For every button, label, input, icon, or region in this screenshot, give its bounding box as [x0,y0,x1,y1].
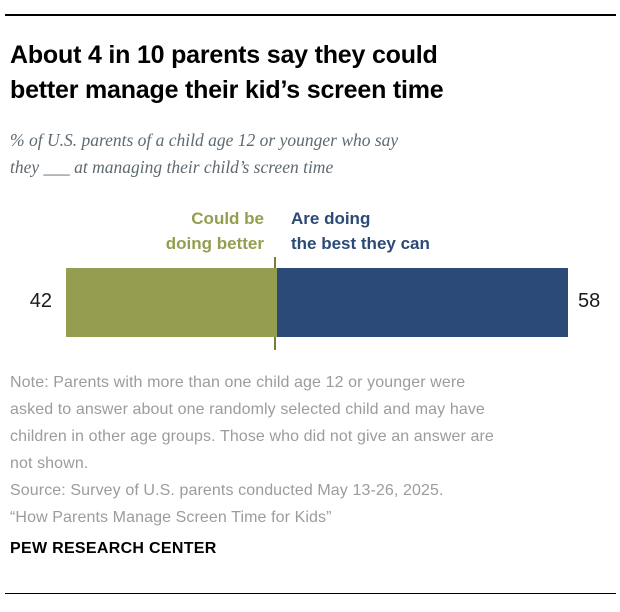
report-title-line: “How Parents Manage Screen Time for Kids… [10,509,332,526]
note-line: children in other age groups. Those who … [10,428,494,445]
bar-segment-are-doing-best-they-can [276,268,568,337]
top-divider-line [5,14,616,16]
legend-right-line2: the best they can [291,234,430,253]
note-and-source-text: Note: Parents with more than one child a… [10,369,494,531]
bar-segment-could-be-doing-better [66,268,277,337]
chart-title-line2: better manage their kid’s screen time [10,76,444,104]
chart-subtitle: % of U.S. parents of a child age 12 or y… [10,127,398,181]
chart-title: About 4 in 10 parents say they could bet… [10,38,444,108]
legend-label-are-doing-best-they-can: Are doing the best they can [291,206,430,256]
value-label-left: 42 [29,290,52,312]
chart-subtitle-line1: % of U.S. parents of a child age 12 or y… [10,130,399,150]
legend-left-line2: doing better [165,234,264,253]
value-label-right: 58 [578,290,601,312]
note-line: not shown. [10,455,89,472]
legend-left-line1: Could be [191,209,264,228]
legend-right-line1: Are doing [291,209,371,228]
chart-subtitle-line2: they ___ at managing their child’s scree… [10,157,334,177]
pew-research-center-wordmark: PEW RESEARCH CENTER [10,540,217,557]
chart-title-line1: About 4 in 10 parents say they could [10,41,438,69]
stacked-horizontal-bar [66,268,568,337]
bottom-divider-line [5,593,616,594]
note-line: asked to answer about one randomly selec… [10,401,485,418]
source-line: Source: Survey of U.S. parents conducted… [10,482,444,499]
legend-label-could-be-doing-better: Could be doing better [0,206,264,256]
note-line: Note: Parents with more than one child a… [10,374,466,391]
